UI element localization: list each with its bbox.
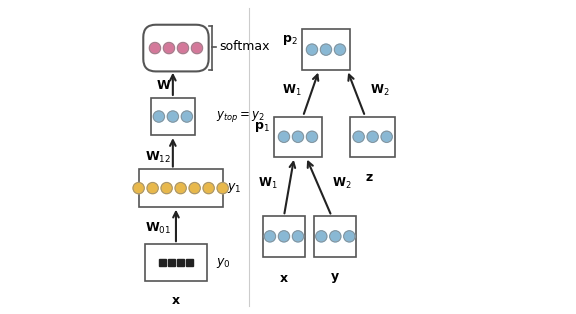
Bar [159, 259, 166, 266]
Circle shape [367, 131, 378, 142]
Circle shape [164, 42, 175, 54]
Circle shape [316, 231, 327, 242]
Text: $\mathbf{y}$: $\mathbf{y}$ [331, 271, 340, 285]
Circle shape [149, 42, 161, 54]
Text: $\mathbf{W}_1$: $\mathbf{W}_1$ [259, 176, 278, 191]
Text: $\mathbf{W}_2$: $\mathbf{W}_2$ [370, 83, 389, 98]
Circle shape [320, 44, 332, 55]
Text: $\mathbf{W}_1$: $\mathbf{W}_1$ [282, 83, 302, 98]
Circle shape [335, 44, 346, 55]
Circle shape [306, 44, 317, 55]
FancyBboxPatch shape [143, 25, 209, 71]
Circle shape [293, 131, 304, 142]
Text: $\mathbf{W}_{12}$: $\mathbf{W}_{12}$ [145, 149, 171, 165]
Circle shape [381, 131, 392, 142]
Text: $\mathbf{z}$: $\mathbf{z}$ [365, 171, 374, 184]
Text: $\mathbf{x}$: $\mathbf{x}$ [279, 272, 289, 285]
Circle shape [306, 131, 317, 142]
Circle shape [353, 131, 364, 142]
Circle shape [264, 231, 275, 242]
FancyBboxPatch shape [302, 30, 350, 70]
FancyBboxPatch shape [274, 116, 322, 157]
Circle shape [161, 182, 172, 194]
FancyBboxPatch shape [314, 216, 357, 257]
Text: $\mathbf{p}_2$: $\mathbf{p}_2$ [282, 33, 298, 47]
FancyBboxPatch shape [263, 216, 305, 257]
Text: $\mathbf{x}$: $\mathbf{x}$ [171, 294, 181, 307]
Circle shape [133, 182, 144, 194]
Circle shape [177, 42, 188, 54]
Text: $\mathbf{W}_{01}$: $\mathbf{W}_{01}$ [145, 221, 171, 236]
Circle shape [217, 182, 228, 194]
Circle shape [191, 42, 203, 54]
Text: $\mathbf{p}_1$: $\mathbf{p}_1$ [254, 121, 270, 134]
Circle shape [344, 231, 355, 242]
Circle shape [329, 231, 341, 242]
Circle shape [278, 131, 290, 142]
Bar [186, 259, 193, 266]
Text: softmax: softmax [219, 40, 270, 53]
Circle shape [147, 182, 158, 194]
Circle shape [189, 182, 200, 194]
FancyBboxPatch shape [151, 98, 195, 135]
FancyBboxPatch shape [350, 116, 395, 157]
Bar [177, 259, 184, 266]
Text: $y_{top} = y_2$: $y_{top} = y_2$ [217, 109, 266, 124]
Circle shape [167, 111, 179, 122]
Circle shape [175, 182, 186, 194]
Circle shape [181, 111, 192, 122]
Text: $\mathbf{W}_2$: $\mathbf{W}_2$ [332, 176, 351, 191]
Circle shape [203, 182, 214, 194]
Text: $y_1$: $y_1$ [228, 181, 242, 195]
Circle shape [293, 231, 304, 242]
Bar [168, 259, 175, 266]
Text: $y_0$: $y_0$ [217, 256, 231, 270]
Text: $\mathbf{W}$: $\mathbf{W}$ [156, 79, 171, 92]
Circle shape [278, 231, 290, 242]
FancyBboxPatch shape [145, 244, 207, 281]
FancyBboxPatch shape [139, 170, 223, 207]
Circle shape [153, 111, 164, 122]
